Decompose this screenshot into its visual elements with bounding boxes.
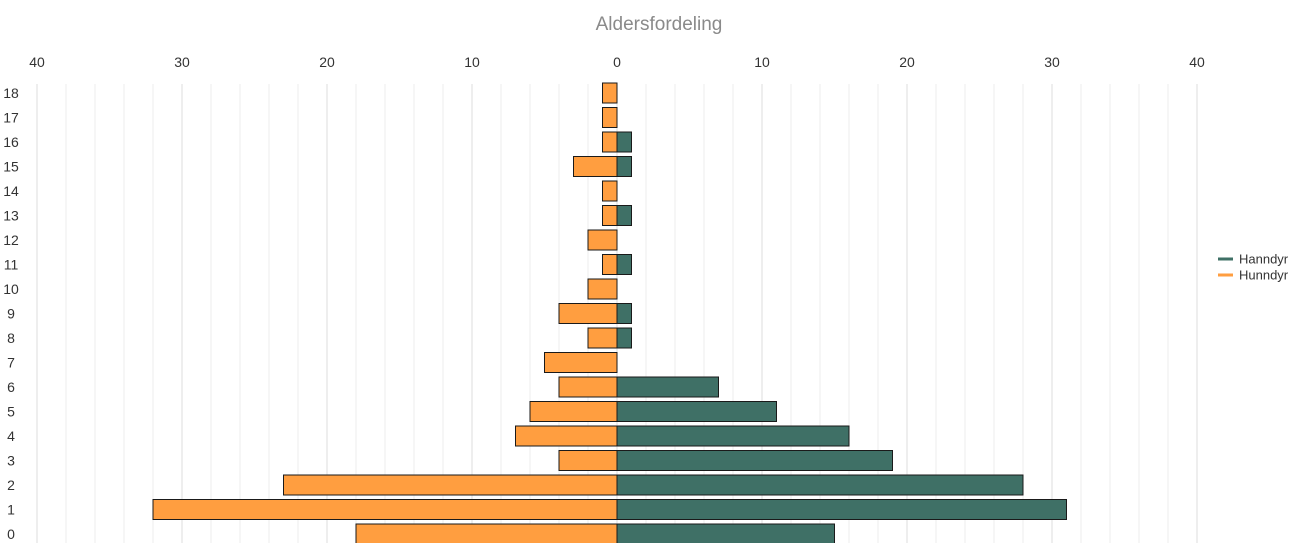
bar-hunndyr[interactable] (529, 401, 618, 422)
bars (152, 82, 1067, 543)
bar-hanndyr[interactable] (616, 254, 632, 275)
bar-hanndyr[interactable] (616, 327, 632, 349)
y-tick-label: 8 (7, 330, 15, 346)
y-tick-label: 16 (3, 134, 19, 150)
x-tick-label: 10 (754, 54, 770, 70)
y-tick-label: 14 (3, 183, 19, 199)
legend-label[interactable]: Hanndyr (1239, 252, 1289, 267)
bar-hanndyr[interactable] (616, 376, 719, 398)
x-tick-label: 20 (319, 54, 335, 70)
bar-hunndyr[interactable] (558, 450, 618, 471)
bar-hunndyr[interactable] (602, 131, 618, 153)
y-tick-label: 2 (7, 477, 15, 493)
y-tick-label: 9 (7, 306, 15, 322)
bar-hunndyr[interactable] (602, 254, 618, 275)
bar-hunndyr[interactable] (558, 376, 618, 398)
bar-hunndyr[interactable] (515, 425, 618, 447)
bar-hunndyr[interactable] (544, 352, 618, 373)
legend-label[interactable]: Hunndyr (1239, 268, 1289, 283)
bar-hunndyr[interactable] (587, 327, 618, 349)
bar-hunndyr[interactable] (602, 205, 618, 226)
y-tick-label: 17 (3, 110, 19, 126)
x-tick-label: 0 (613, 54, 621, 70)
y-tick-label: 0 (7, 526, 15, 542)
y-tick-label: 1 (7, 502, 15, 518)
x-tick-label: 40 (1189, 54, 1205, 70)
y-tick-label: 10 (3, 281, 19, 297)
x-axis-ticks: 40 30 20 10 0 10 20 30 40 (29, 54, 1205, 70)
bar-hunndyr[interactable] (587, 229, 618, 251)
bar-hunndyr[interactable] (587, 278, 618, 300)
bar-hanndyr[interactable] (616, 205, 632, 226)
bar-hunndyr[interactable] (602, 180, 618, 202)
chart-title: Aldersfordeling (596, 14, 723, 35)
x-tick-label: 30 (174, 54, 190, 70)
bar-hunndyr[interactable] (152, 499, 618, 520)
y-tick-label: 18 (3, 85, 19, 101)
bar-hanndyr[interactable] (616, 450, 893, 471)
bar-hanndyr[interactable] (616, 425, 850, 447)
bar-hanndyr[interactable] (616, 474, 1024, 496)
x-tick-label: 10 (464, 54, 480, 70)
bar-hanndyr[interactable] (616, 131, 632, 153)
bar-hanndyr[interactable] (616, 523, 835, 543)
x-tick-label: 30 (1044, 54, 1060, 70)
y-tick-label: 3 (7, 453, 15, 469)
bar-hunndyr[interactable] (573, 156, 618, 177)
bar-hunndyr[interactable] (602, 82, 618, 104)
x-tick-label: 20 (899, 54, 915, 70)
bar-hanndyr[interactable] (616, 303, 632, 324)
y-tick-label: 4 (7, 428, 15, 444)
bar-hunndyr[interactable] (558, 303, 618, 324)
y-tick-label: 5 (7, 404, 15, 420)
bar-hanndyr[interactable] (616, 401, 777, 422)
y-tick-label: 13 (3, 208, 19, 224)
bar-hanndyr[interactable] (616, 156, 632, 177)
y-tick-label: 15 (3, 159, 19, 175)
y-tick-label: 11 (4, 257, 19, 273)
y-tick-label: 12 (3, 232, 19, 248)
bar-hunndyr[interactable] (283, 474, 618, 496)
x-tick-label: 40 (29, 54, 45, 70)
y-tick-label: 6 (7, 379, 15, 395)
bar-hunndyr[interactable] (355, 523, 618, 543)
y-tick-label: 7 (7, 355, 15, 371)
bar-hanndyr[interactable] (616, 499, 1067, 520)
bar-hunndyr[interactable] (602, 107, 618, 128)
